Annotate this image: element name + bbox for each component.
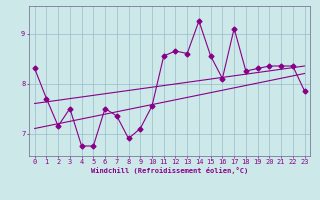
X-axis label: Windchill (Refroidissement éolien,°C): Windchill (Refroidissement éolien,°C) bbox=[91, 167, 248, 174]
